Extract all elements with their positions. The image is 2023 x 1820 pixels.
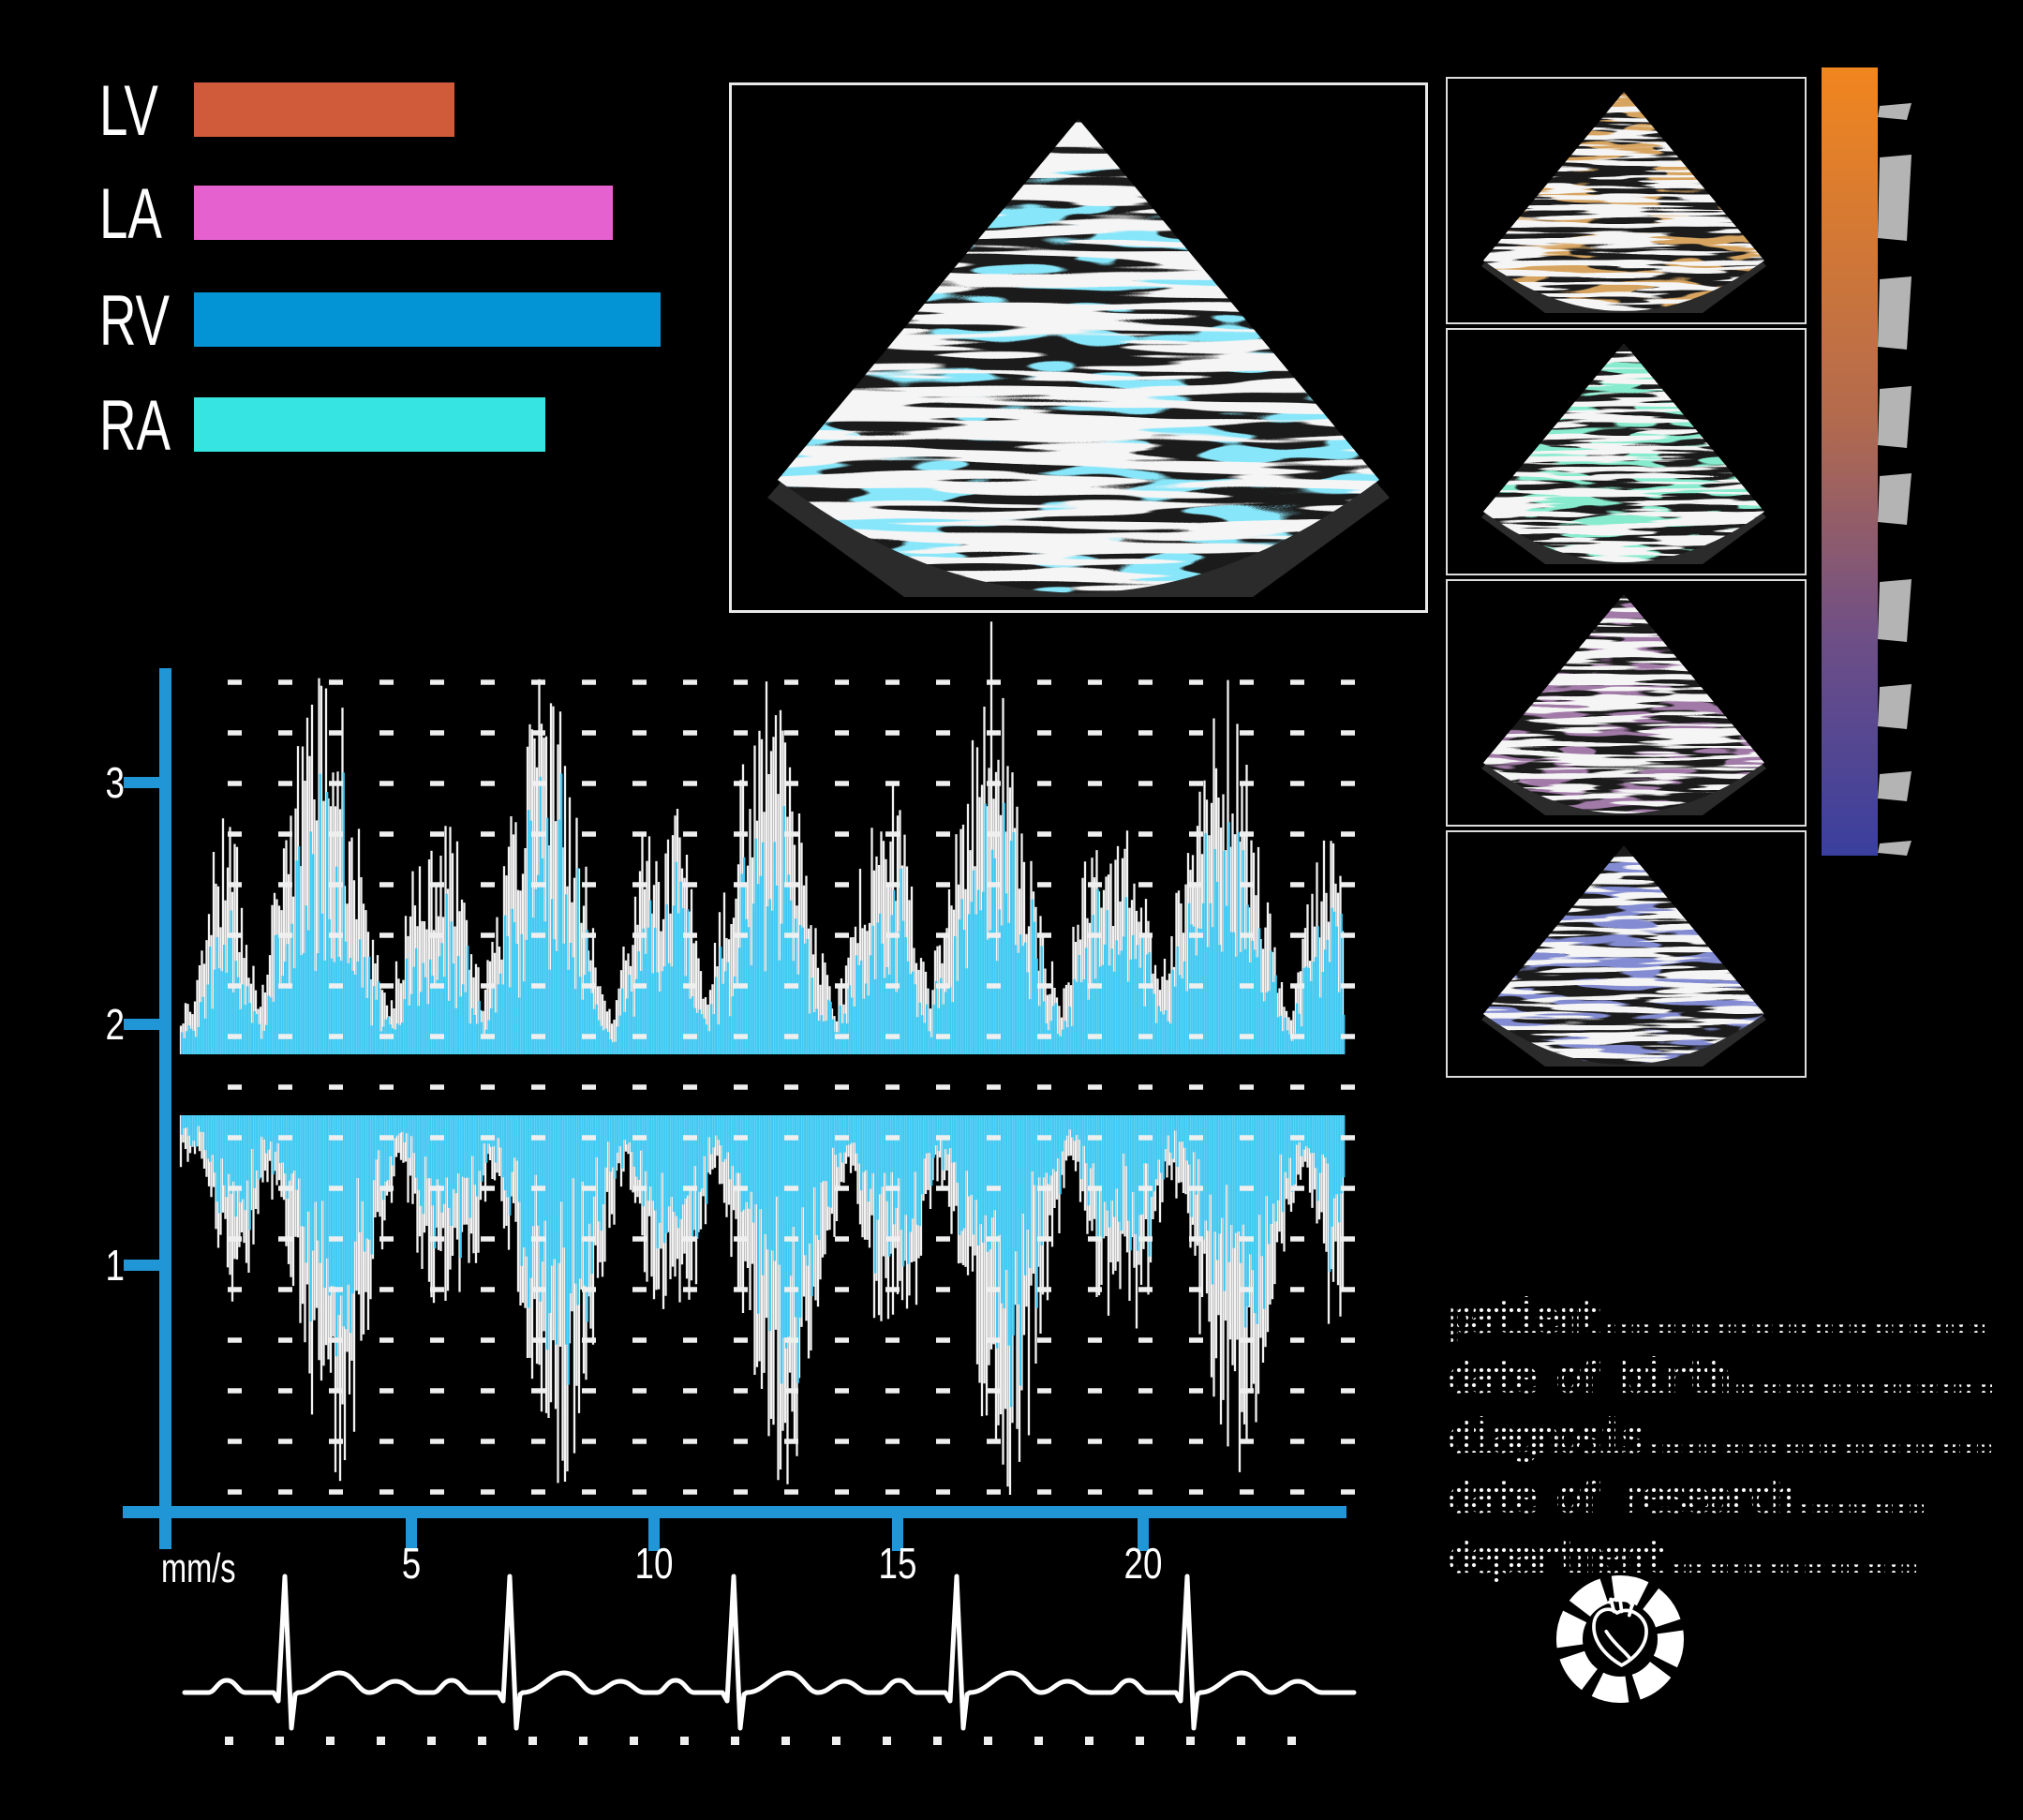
thumbnail-green-fan-icon [1481,343,1766,564]
ecg-trace [182,1574,1357,1745]
colorbar-scale-ticks [1878,103,1911,856]
y-tick-label-2: 2 [105,1000,125,1049]
cardiology-logo [1556,1575,1684,1703]
echo-fan-image [767,119,1390,597]
thumbnail-blue-fan-icon [1481,845,1766,1067]
thumbnail-purple[interactable] [1446,579,1807,827]
form-label: patient [1448,1291,1599,1344]
heart-icon [1592,1596,1648,1667]
legend-bar-ra [194,397,545,452]
legend-row-rv: RV [0,281,731,361]
x-tick-label-20: 20 [1123,1539,1163,1588]
form-line-date-of-research: date of research........... [1448,1471,1924,1524]
legend-label-la: LA [99,174,162,254]
form-label: diagnosis [1448,1411,1642,1464]
thumbnail-blue[interactable] [1446,830,1807,1078]
legend-bar-rv [194,292,661,347]
doppler-waveform [179,621,1346,1495]
doppler-grid [228,679,1355,1495]
y-tick-label-3: 3 [105,758,125,807]
dotted-leader: ........... [1791,1471,1925,1524]
dotted-leader: ............................. [1641,1411,1992,1464]
form-line-patient: patient................................ [1448,1291,1985,1344]
dotted-leader: ..................... [1661,1531,1916,1584]
legend-bar-lv [194,82,454,137]
legend-label-rv: RV [99,281,171,361]
main-echo-view[interactable] [729,82,1428,613]
legend-bar-la [194,186,613,240]
form-line-diagnosis: diagnosis............................. [1448,1411,1991,1464]
dotted-leader: ...................... [1726,1351,1993,1404]
legend-label-ra: RA [99,386,171,466]
y-tick-label-1: 1 [105,1241,125,1290]
thumbnail-purple-fan-icon [1481,594,1766,815]
thumbnail-orange[interactable] [1446,77,1807,324]
x-tick-label-10: 10 [634,1539,674,1588]
legend-row-ra: RA [0,386,731,466]
velocity-colorbar [1822,67,1878,856]
thumbnail-green[interactable] [1446,328,1807,575]
legend-label-lv: LV [99,71,158,151]
form-label: date of birth [1448,1351,1727,1404]
x-tick-label-15: 15 [878,1539,917,1588]
x-tick-label-5: 5 [401,1539,422,1588]
dotted-leader: ................................ [1598,1291,1986,1344]
legend-row-lv: LV [0,71,731,151]
doppler-axes [123,668,1346,1551]
thumbnail-orange-fan-icon [1481,92,1766,313]
axis-unit-label: mm/s [161,1545,236,1591]
legend-row-la: LA [0,174,731,254]
form-line-date-of-birth: date of birth...................... [1448,1351,1992,1404]
form-label: date of research [1448,1471,1792,1524]
